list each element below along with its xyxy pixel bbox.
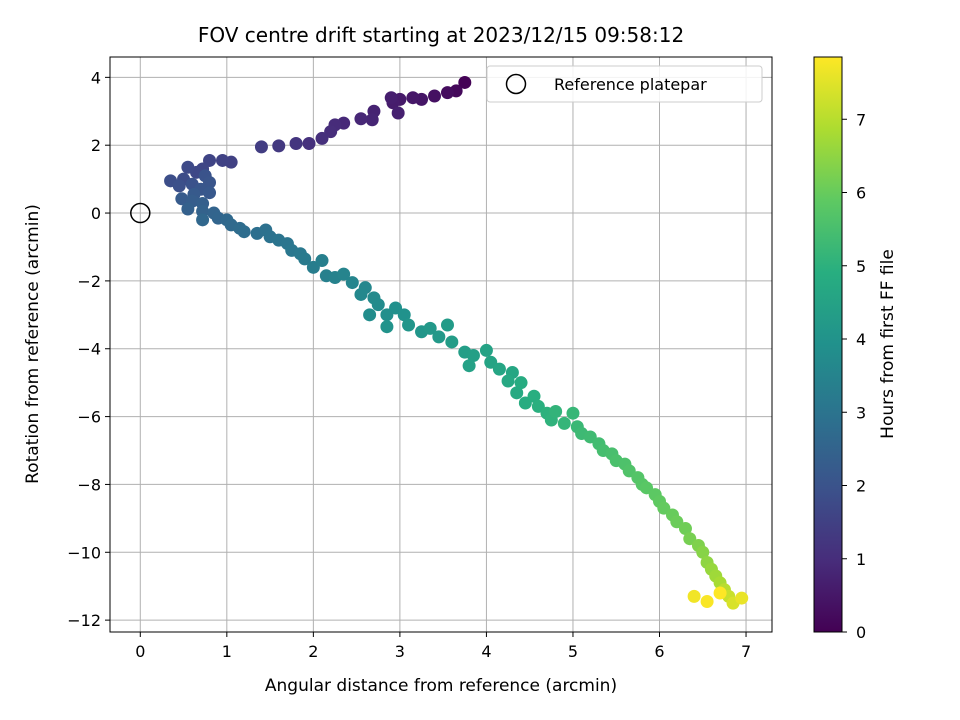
colorbar: [813, 56, 843, 633]
data-point: [363, 308, 377, 322]
y-tick-label: −6: [77, 408, 101, 427]
data-point: [354, 112, 368, 126]
y-tick-label: 2: [91, 136, 101, 155]
legend-box: [486, 65, 763, 103]
reference-platepar-marker: [130, 202, 151, 224]
data-point: [203, 186, 217, 200]
data-point: [397, 308, 411, 322]
data-point: [172, 179, 186, 193]
x-axis-label: Angular distance from reference (arcmin): [265, 676, 617, 696]
data-point: [215, 153, 229, 167]
colorbar-tick-label: 5: [856, 257, 866, 276]
y-tick-label: 0: [91, 204, 101, 223]
data-point: [514, 376, 528, 390]
y-tick-label: 4: [91, 68, 101, 87]
colorbar-tick-label: 0: [856, 623, 866, 642]
x-tick-label: 6: [654, 642, 664, 661]
data-point: [384, 91, 398, 105]
data-point: [298, 252, 312, 266]
x-tick-label: 0: [135, 642, 145, 661]
data-point: [423, 321, 437, 335]
legend-label: Reference platepar: [554, 75, 707, 94]
data-point: [181, 160, 195, 174]
data-point: [181, 202, 195, 216]
data-point: [380, 320, 394, 334]
data-point: [445, 335, 459, 349]
y-tick-label: −4: [77, 340, 101, 359]
data-point: [700, 594, 714, 608]
data-point: [406, 91, 420, 105]
data-point: [315, 131, 329, 145]
data-point: [687, 589, 701, 603]
plot-frame: [109, 56, 773, 633]
y-tick-label: −10: [67, 543, 101, 562]
data-point: [735, 591, 749, 605]
data-point: [428, 89, 442, 103]
colorbar-tick-label: 4: [856, 330, 866, 349]
chart-title: FOV centre drift starting at 2023/12/15 …: [198, 23, 684, 47]
data-point: [440, 318, 454, 332]
y-tick-label: −2: [77, 272, 101, 291]
data-point: [289, 137, 303, 151]
y-tick-label: −12: [67, 611, 101, 630]
data-point: [440, 86, 454, 100]
data-point: [678, 522, 692, 536]
x-tick-label: 7: [741, 642, 751, 661]
colorbar-tick-label: 6: [856, 184, 866, 203]
x-tick-label: 4: [481, 642, 491, 661]
data-points: [164, 75, 749, 610]
x-axis-ticks: 0 1 2 3 4 5 6 7: [135, 632, 751, 661]
data-point: [527, 389, 541, 403]
data-point: [337, 267, 351, 281]
legend: Reference platepar: [486, 65, 763, 103]
data-point: [345, 276, 359, 290]
x-tick-label: 3: [395, 642, 405, 661]
data-point: [365, 113, 379, 127]
y-axis-label: Rotation from reference (arcmin): [23, 204, 43, 484]
colorbar-tick-label: 3: [856, 403, 866, 422]
colorbar-ticks: 0 1 2 3 4 5 6 7: [842, 110, 866, 642]
data-point: [402, 318, 416, 332]
data-point: [175, 192, 189, 206]
colorbar-tick-label: 7: [856, 110, 866, 129]
colorbar-label: Hours from first FF file: [878, 249, 898, 439]
legend-marker: [505, 73, 527, 95]
data-point: [466, 349, 480, 363]
y-tick-label: −8: [77, 475, 101, 494]
data-point: [272, 139, 286, 153]
data-point: [391, 106, 405, 120]
data-point: [713, 586, 727, 600]
data-point: [566, 406, 580, 420]
colorbar-tick-label: 2: [856, 477, 866, 496]
grid-lines: [110, 57, 772, 632]
data-point: [371, 298, 385, 312]
data-point: [196, 213, 210, 227]
data-point: [354, 287, 368, 301]
data-point: [492, 362, 506, 376]
data-point: [549, 404, 563, 418]
data-point: [696, 545, 710, 559]
y-axis-ticks: −12 −10 −8 −6 −4 −2 0 2 4: [67, 68, 110, 630]
data-point: [458, 75, 472, 89]
x-tick-label: 5: [568, 642, 578, 661]
x-tick-label: 2: [308, 642, 318, 661]
data-point: [557, 416, 571, 430]
x-tick-label: 1: [222, 642, 232, 661]
colorbar-tick-label: 1: [856, 550, 866, 569]
data-point: [462, 359, 476, 373]
data-point: [254, 140, 268, 154]
data-point: [510, 386, 524, 400]
data-point: [501, 374, 515, 388]
data-point: [237, 225, 251, 239]
data-point: [315, 254, 329, 268]
data-point: [302, 137, 316, 151]
data-point: [479, 343, 493, 357]
data-point: [432, 330, 446, 344]
